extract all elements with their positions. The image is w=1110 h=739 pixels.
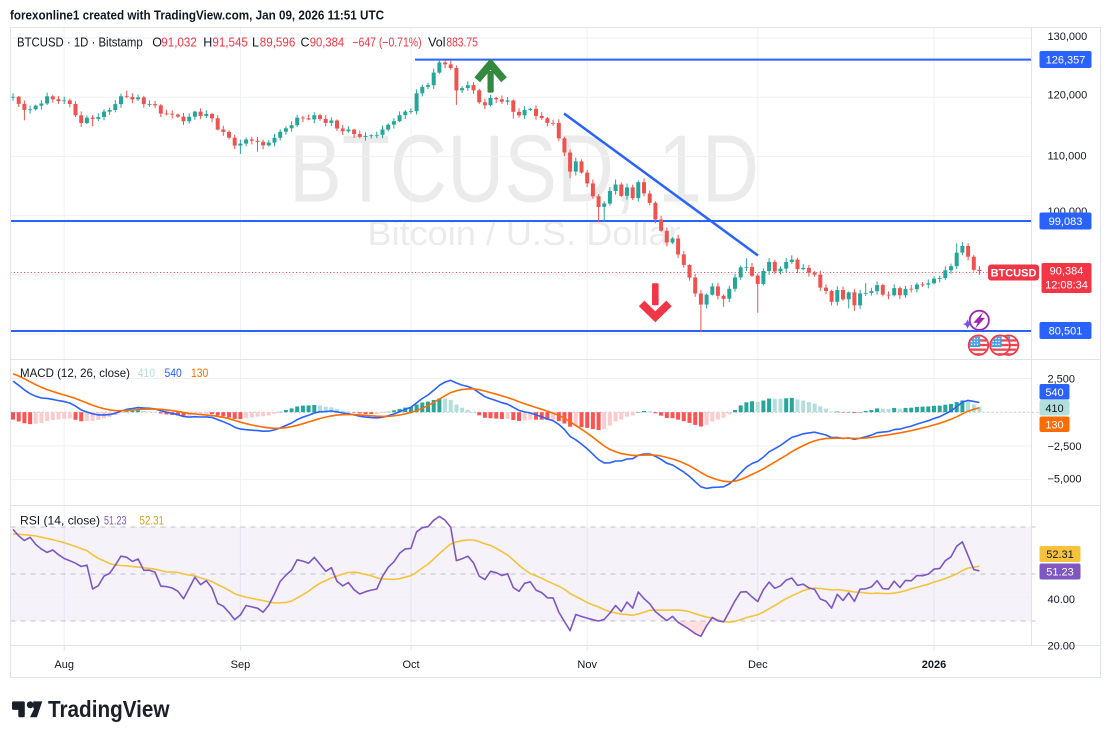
svg-text:forexonline1 created with Trad: forexonline1 created with TradingView.co… (10, 9, 384, 23)
svg-text:O: O (152, 36, 162, 50)
svg-text:Sep: Sep (231, 659, 251, 671)
svg-text:410: 410 (1045, 403, 1063, 415)
svg-text:TradingView: TradingView (48, 696, 170, 722)
svg-text:−647 (−0.71%): −647 (−0.71%) (352, 36, 421, 50)
svg-text:Oct: Oct (402, 659, 419, 671)
svg-text:Nov: Nov (577, 659, 597, 671)
svg-text:130,000: 130,000 (1048, 31, 1088, 43)
svg-text:80,501: 80,501 (1049, 326, 1083, 338)
svg-text:130: 130 (191, 366, 209, 380)
svg-text:91,032: 91,032 (161, 36, 197, 50)
svg-text:90,384: 90,384 (310, 36, 345, 50)
svg-text:126,357: 126,357 (1046, 55, 1086, 67)
svg-text:RSI (14, close): RSI (14, close) (20, 514, 100, 528)
svg-text:90,384: 90,384 (1050, 266, 1084, 278)
svg-text:BTCUSD, 1D: BTCUSD, 1D (289, 116, 759, 223)
svg-text:52.31: 52.31 (140, 514, 165, 528)
svg-text:MACD (12, 26, close): MACD (12, 26, close) (20, 366, 130, 380)
svg-text:−5,000: −5,000 (1048, 474, 1082, 486)
svg-text:89,596: 89,596 (260, 36, 296, 50)
svg-text:BTCUSD: BTCUSD (991, 268, 1037, 280)
svg-text:−2,500: −2,500 (1048, 441, 1082, 453)
svg-text:2,500: 2,500 (1048, 374, 1076, 386)
svg-text:130: 130 (1045, 419, 1063, 431)
svg-text:51.23: 51.23 (1046, 567, 1074, 579)
svg-text:883.75: 883.75 (446, 36, 477, 50)
svg-text:12:08:34: 12:08:34 (1045, 280, 1088, 292)
svg-text:410: 410 (138, 366, 156, 380)
svg-text:Vol: Vol (428, 36, 445, 50)
svg-text:51.23: 51.23 (104, 514, 127, 528)
svg-text:120,000: 120,000 (1048, 90, 1088, 102)
svg-text:2026: 2026 (922, 659, 946, 671)
svg-text:540: 540 (165, 366, 183, 380)
svg-text:52.31: 52.31 (1046, 549, 1074, 561)
svg-text:Dec: Dec (748, 659, 768, 671)
svg-text:20.00: 20.00 (1048, 641, 1076, 653)
svg-text:L: L (252, 36, 259, 50)
svg-text:C: C (301, 36, 310, 50)
svg-text:H: H (203, 36, 212, 50)
svg-text:40.00: 40.00 (1048, 594, 1076, 606)
svg-text:99,083: 99,083 (1049, 216, 1083, 228)
svg-text:91,545: 91,545 (212, 36, 248, 50)
svg-text:Aug: Aug (54, 659, 74, 671)
svg-text:540: 540 (1045, 387, 1063, 399)
svg-text:BTCUSD · 1D · Bitstamp: BTCUSD · 1D · Bitstamp (17, 36, 143, 50)
svg-text:110,000: 110,000 (1048, 151, 1087, 163)
